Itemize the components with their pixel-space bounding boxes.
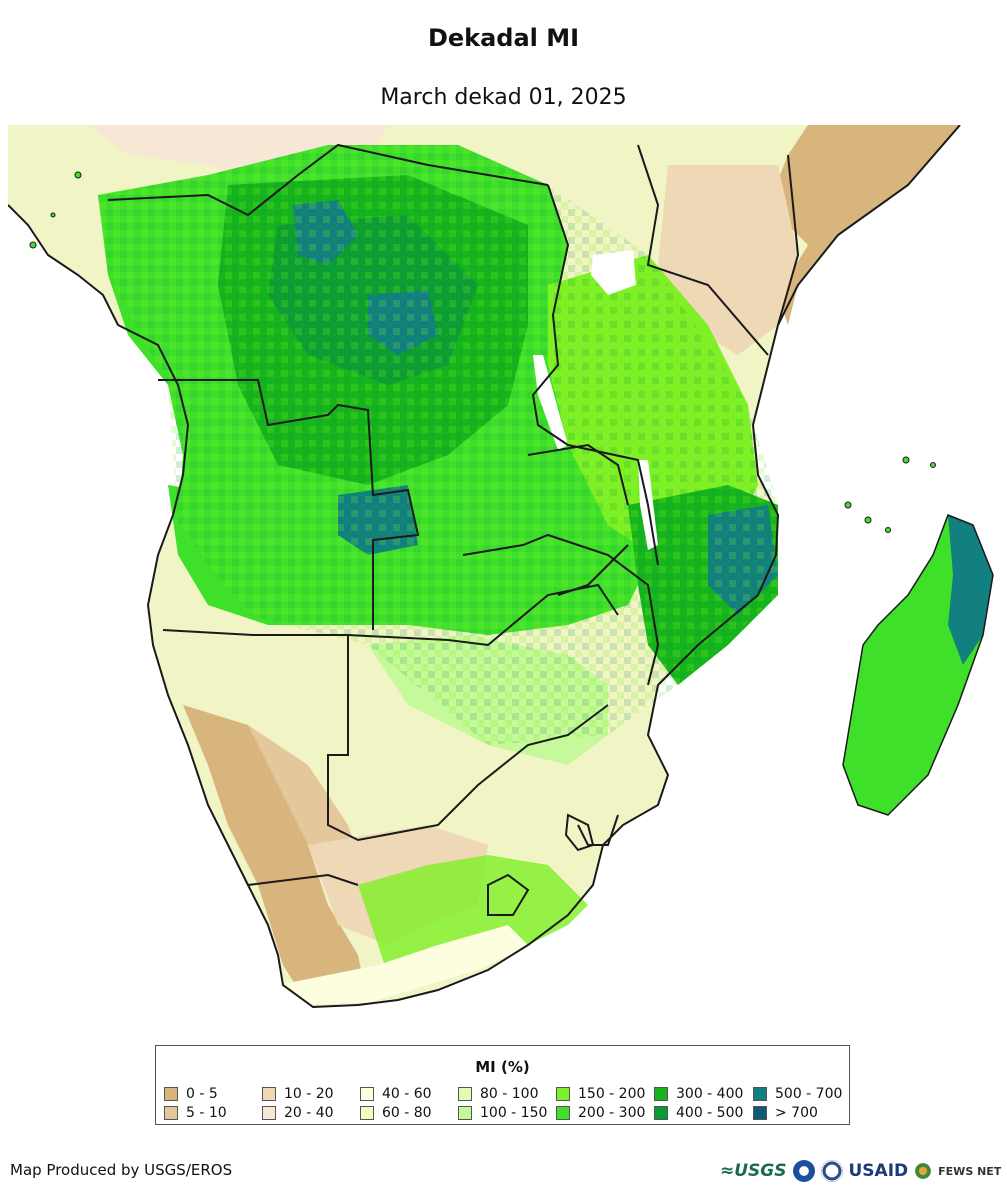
map-svg [7, 124, 994, 1009]
legend-item: 40 - 60 [360, 1086, 432, 1102]
madagascar-outline [842, 514, 994, 816]
legend-label: 20 - 40 [284, 1105, 334, 1121]
legend-swatch [654, 1106, 668, 1120]
legend-item: > 700 [753, 1105, 818, 1121]
horn-dry-area [768, 125, 960, 325]
legend-item: 5 - 10 [164, 1105, 227, 1121]
lake-victoria [591, 250, 636, 295]
agency-logos: ≈USGS USAID FEWS NET [720, 1156, 1001, 1186]
legend-item: 200 - 300 [556, 1105, 645, 1121]
legend-swatch [360, 1087, 374, 1101]
legend-swatch [458, 1087, 472, 1101]
legend-swatch [262, 1087, 276, 1101]
usaid-logo: USAID [848, 1161, 909, 1181]
madagascar-wet-east [948, 515, 993, 665]
legend-item: 20 - 40 [262, 1105, 334, 1121]
legend-swatch [262, 1106, 276, 1120]
south-pale-area [278, 925, 528, 1005]
country-borders [7, 124, 961, 1009]
legend-swatch [164, 1087, 178, 1101]
map-subtitle: March dekad 01, 2025 [380, 85, 627, 110]
legend-swatch [556, 1087, 570, 1101]
legend-swatch [164, 1106, 178, 1120]
legend-swatch [458, 1106, 472, 1120]
legend-swatch [753, 1106, 767, 1120]
legend-item: 10 - 20 [262, 1086, 334, 1102]
legend-swatch [360, 1106, 374, 1120]
fews-net-logo: FEWS NET [938, 1164, 1002, 1178]
legend-item: 80 - 100 [458, 1086, 539, 1102]
legend-label: 200 - 300 [578, 1105, 646, 1121]
legend-item: 60 - 80 [360, 1105, 432, 1121]
legend-label: 400 - 500 [676, 1105, 744, 1121]
legend-label: 10 - 20 [284, 1086, 334, 1102]
legend-item: 150 - 200 [556, 1086, 645, 1102]
legend-label: 80 - 100 [480, 1086, 539, 1102]
map-area [7, 124, 1000, 1020]
usgs-logo: ≈USGS [720, 1161, 787, 1181]
fews-globe-icon [914, 1162, 933, 1180]
legend-label: 0 - 5 [186, 1086, 218, 1102]
legend-label: 100 - 150 [480, 1105, 548, 1121]
legend-label: 150 - 200 [578, 1086, 646, 1102]
legend-label: 5 - 10 [186, 1105, 227, 1121]
legend-item: 400 - 500 [654, 1105, 743, 1121]
map-title: Dekadal MI [427, 24, 580, 52]
legend-label: 500 - 700 [775, 1086, 843, 1102]
legend-label: 40 - 60 [382, 1086, 432, 1102]
noaa-seal-icon [792, 1160, 815, 1182]
legend-swatch [753, 1087, 767, 1101]
legend-label: 60 - 80 [382, 1105, 432, 1121]
kalahari-dry-area [183, 705, 368, 1005]
map-credit: Map Produced by USGS/EROS [10, 1161, 233, 1179]
legend-label: 300 - 400 [676, 1086, 744, 1102]
legend-title: MI (%) [475, 1058, 530, 1076]
legend-swatch [556, 1106, 570, 1120]
legend-box: MI (%) 0 - 5 5 - 10 10 - 20 20 - 40 40 -… [155, 1045, 850, 1125]
islands [29, 171, 936, 533]
legend-swatch [654, 1087, 668, 1101]
lake-tanganyika [533, 355, 568, 450]
legend-item: 100 - 150 [458, 1105, 547, 1121]
legend-item: 500 - 700 [753, 1086, 842, 1102]
usaid-seal-icon [820, 1160, 843, 1182]
legend-item: 300 - 400 [654, 1086, 743, 1102]
legend-item: 0 - 5 [164, 1086, 218, 1102]
legend-label: > 700 [775, 1105, 818, 1121]
